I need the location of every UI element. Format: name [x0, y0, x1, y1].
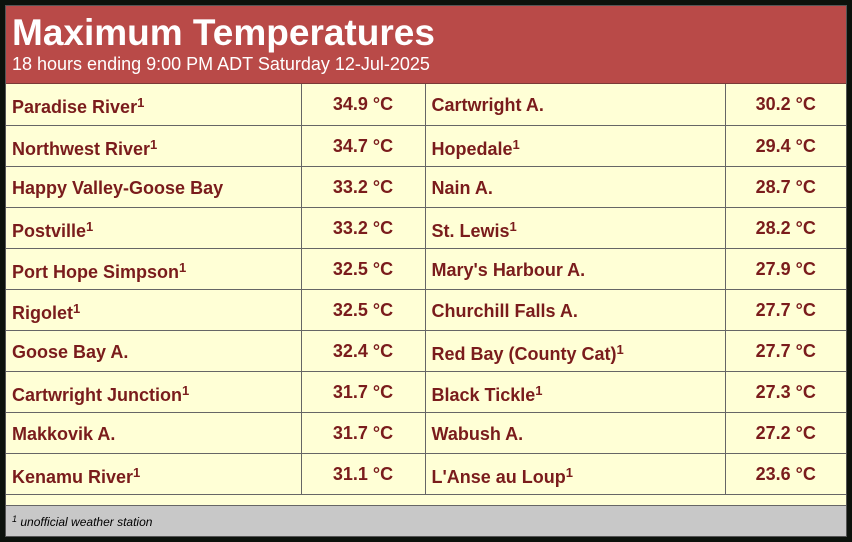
note-mark: 1	[182, 382, 190, 398]
header: Maximum Temperatures 18 hours ending 9:0…	[6, 6, 846, 84]
note-mark: 1	[509, 218, 517, 234]
station-cell: Postville1	[6, 207, 302, 249]
station-name: Kenamu River	[12, 466, 134, 487]
note-mark: 1	[535, 382, 543, 398]
station-cell: Makkovik A.	[6, 412, 302, 454]
temperature-cell: 32.5 °C	[300, 248, 426, 290]
note-mark: 1	[565, 464, 574, 480]
temperature-cell: 27.9 °C	[724, 248, 846, 290]
station-cell: Northwest River1	[6, 125, 302, 167]
station-name: Postville	[12, 220, 87, 241]
table-row: Northwest River1 34.7 °C Hopedale1 29.4 °C	[6, 125, 846, 167]
station-name: Churchill Falls A.	[431, 300, 578, 321]
station-cell: Port Hope Simpson1	[6, 248, 302, 290]
footnote-mark: 1	[12, 514, 18, 524]
station-cell: Happy Valley-Goose Bay	[6, 166, 302, 208]
panel: Maximum Temperatures 18 hours ending 9:0…	[5, 5, 847, 537]
temperature-cell: 27.2 °C	[724, 412, 846, 454]
station-name: L'Anse au Loup	[431, 466, 566, 487]
temperature-table: Paradise River1 34.9 °C Cartwright A. 30.2 …	[6, 84, 846, 495]
table-row: Kenamu River1 31.1 °C L'Anse au Loup1 23.6 …	[6, 453, 846, 495]
note-mark: 1	[179, 259, 187, 275]
footnote-text: unofficial weather station	[20, 515, 153, 529]
station-cell: Wabush A.	[424, 412, 726, 454]
station-cell: Churchill Falls A.	[424, 289, 726, 331]
station-name: Rigolet	[12, 302, 73, 323]
station-cell: L'Anse au Loup1	[424, 453, 726, 495]
station-name: Wabush A.	[431, 423, 524, 444]
station-name: Makkovik A.	[12, 423, 116, 444]
station-name: Northwest River	[12, 138, 151, 159]
station-name: St. Lewis	[431, 220, 510, 241]
note-mark: 1	[137, 95, 145, 110]
station-name: Hopedale	[431, 138, 513, 159]
temperature-cell: 23.6 °C	[724, 453, 846, 495]
note-mark: 1	[616, 341, 624, 357]
note-mark: 1	[86, 218, 94, 234]
temperature-cell: 32.5 °C	[300, 289, 426, 331]
temperature-cell: 27.7 °C	[724, 330, 846, 372]
temperature-cell: 33.2 °C	[300, 207, 426, 249]
table-row: Cartwright Junction1 31.7 °C Black Tickle1…	[6, 371, 846, 413]
temperature-cell: 31.1 °C	[300, 453, 426, 495]
table-row: Rigolet1 32.5 °C Churchill Falls A. 27.7 °C	[6, 289, 846, 331]
temperature-cell: 29.4 °C	[724, 125, 846, 167]
station-cell: Nain A.	[424, 166, 726, 208]
station-name: Red Bay (County Cat)	[431, 343, 617, 364]
table-row: Postville1 33.2 °C St. Lewis1 28.2 °C	[6, 207, 846, 249]
station-name: Port Hope Simpson	[12, 261, 180, 282]
table-row: Paradise River1 34.9 °C Cartwright A. 30.2 …	[6, 84, 846, 126]
station-name: Cartwright Junction	[12, 384, 182, 405]
station-cell: Kenamu River1	[6, 453, 302, 495]
station-cell: Red Bay (County Cat)1	[424, 330, 726, 372]
temperature-cell: 32.4 °C	[300, 330, 426, 372]
table-row: Makkovik A. 31.7 °C Wabush A. 27.2 °C	[6, 412, 846, 454]
station-cell: St. Lewis1	[424, 207, 726, 249]
temperature-cell: 33.2 °C	[300, 166, 426, 208]
temperature-cell: 34.9 °C	[300, 84, 426, 126]
station-name: Black Tickle	[431, 384, 536, 405]
station-cell: Mary's Harbour A.	[424, 248, 726, 290]
temperature-cell: 27.7 °C	[724, 289, 846, 331]
note-mark: 1	[512, 136, 520, 152]
note-mark: 1	[73, 300, 81, 316]
station-cell: Paradise River1	[6, 84, 302, 126]
temperature-cell: 28.7 °C	[724, 166, 846, 208]
temperature-cell: 27.3 °C	[724, 371, 846, 413]
temperature-cell: 28.2 °C	[724, 207, 846, 249]
temperature-cell: 31.7 °C	[300, 371, 426, 413]
station-cell: Black Tickle1	[424, 371, 726, 413]
station-cell: Cartwright Junction1	[6, 371, 302, 413]
temperature-cell: 30.2 °C	[724, 84, 846, 126]
table-row: Happy Valley-Goose Bay 33.2 °C Nain A. 28.7…	[6, 166, 846, 208]
footnote: 1 unofficial weather station	[6, 505, 846, 536]
temperature-cell: 34.7 °C	[300, 125, 426, 167]
station-name: Nain A.	[431, 177, 493, 198]
table-row: Goose Bay A. 32.4 °C Red Bay (County Cat)1…	[6, 330, 846, 372]
note-mark: 1	[150, 136, 158, 152]
station-name: Goose Bay A.	[12, 341, 129, 362]
table-row: Port Hope Simpson1 32.5 °C Mary's Harbour …	[6, 248, 846, 290]
title: Maximum Temperatures	[12, 12, 435, 53]
station-name: Paradise River	[12, 97, 138, 117]
table-body: Paradise River1 34.9 °C Cartwright A. 30.2 …	[6, 84, 846, 495]
station-name: Cartwright A.	[431, 95, 544, 115]
station-name: Mary's Harbour A.	[431, 259, 586, 280]
station-cell: Goose Bay A.	[6, 330, 302, 372]
station-cell: Rigolet1	[6, 289, 302, 331]
note-mark: 1	[133, 464, 141, 480]
temperature-cell: 31.7 °C	[300, 412, 426, 454]
station-name: Happy Valley-Goose Bay	[12, 177, 224, 198]
subtitle: 18 hours ending 9:00 PM ADT Saturday 12-…	[12, 54, 430, 74]
station-cell: Cartwright A.	[424, 84, 726, 126]
station-cell: Hopedale1	[424, 125, 726, 167]
